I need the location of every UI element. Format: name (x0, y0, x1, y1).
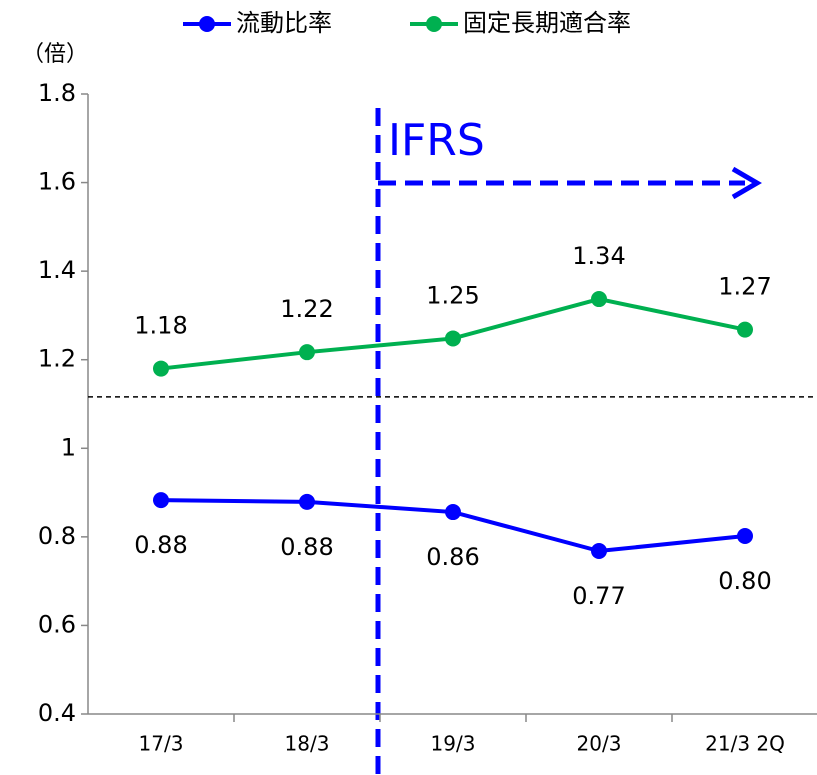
legend-label: 固定長期適合率 (463, 9, 631, 37)
y-tick-label: 0.8 (38, 522, 76, 550)
data-label: 0.86 (426, 543, 479, 571)
legend-marker (199, 16, 215, 32)
ifrs-label: IFRS (388, 115, 485, 166)
y-tick-label: 1.6 (38, 168, 76, 196)
point (445, 330, 461, 347)
data-label: 0.88 (134, 531, 187, 559)
legend-marker (426, 16, 442, 32)
legend-label: 流動比率 (236, 9, 332, 37)
y-tick-label: 1.4 (38, 256, 76, 284)
point (445, 504, 461, 521)
data-label: 1.22 (280, 295, 333, 323)
point (591, 543, 607, 560)
x-tick-label: 19/3 (431, 732, 476, 756)
point (591, 291, 607, 308)
data-label: 0.80 (718, 567, 771, 595)
x-tick-label: 17/3 (139, 732, 184, 756)
data-label: 1.18 (134, 312, 187, 340)
point (153, 492, 169, 509)
x-tick-label: 21/3 2Q (705, 732, 785, 756)
data-label: 1.34 (572, 242, 625, 270)
y-tick-label: 0.6 (38, 610, 76, 638)
y-tick-label: 0.4 (38, 699, 76, 727)
point (299, 493, 315, 510)
y-tick-label: 1.8 (38, 79, 76, 107)
y-unit-label: （倍） (22, 42, 88, 67)
x-tick-label: 18/3 (285, 732, 330, 756)
y-tick-label: 1 (61, 433, 76, 461)
data-label: 0.88 (280, 533, 333, 561)
point (737, 321, 753, 338)
data-label: 1.25 (426, 281, 479, 309)
data-label: 1.27 (718, 273, 771, 301)
ifrs-arrow-head (731, 166, 762, 200)
point (737, 527, 753, 544)
y-tick-label: 1.2 (38, 345, 76, 373)
point (153, 360, 169, 377)
data-label: 0.77 (572, 582, 625, 610)
point (299, 344, 315, 361)
x-tick-label: 20/3 (577, 732, 622, 756)
